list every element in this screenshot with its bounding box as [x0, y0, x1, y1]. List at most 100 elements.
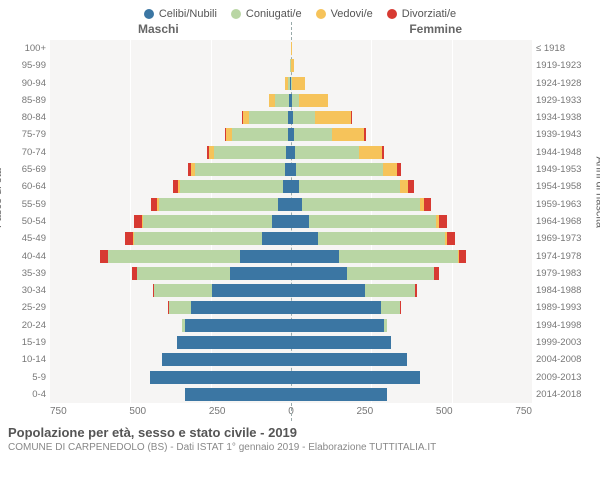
bar-segment: [364, 128, 366, 141]
bar-row: [50, 92, 532, 109]
y-tick-year: 1964-1968: [536, 213, 592, 230]
y-tick-year: 1974-1978: [536, 248, 592, 265]
bar-segment: [162, 353, 291, 366]
bar-segment: [318, 232, 445, 245]
bar-segment: [191, 301, 291, 314]
bar-segment: [283, 180, 291, 193]
bar-row: [50, 334, 532, 351]
bar-segment: [332, 128, 364, 141]
y-tick-year: 1954-1958: [536, 178, 592, 195]
bar-segment: [291, 336, 391, 349]
bar-row: [50, 265, 532, 282]
x-tick: 250: [209, 406, 226, 417]
bar-row: [50, 196, 532, 213]
legend-item: Vedovi/e: [316, 8, 373, 20]
x-tick: 750: [515, 406, 532, 417]
y-tick-age: 25-29: [8, 299, 46, 316]
bar-segment: [351, 111, 352, 124]
bar-row: [50, 299, 532, 316]
bar-segment: [150, 371, 291, 384]
y-tick-year: 2014-2018: [536, 386, 592, 403]
bar-segment: [169, 301, 191, 314]
female-label: Femmine: [409, 22, 462, 36]
y-tick-age: 90-94: [8, 75, 46, 92]
y-tick-year: 1939-1943: [536, 126, 592, 143]
bar-segment: [291, 215, 309, 228]
y-tick-age: 5-9: [8, 369, 46, 386]
bar-segment: [278, 198, 291, 211]
y-tick-year: 1929-1933: [536, 92, 592, 109]
bar-segment: [137, 267, 230, 280]
bar-segment: [434, 267, 439, 280]
y-tick-age: 45-49: [8, 230, 46, 247]
bar-segment: [293, 111, 315, 124]
y-tick-age: 70-74: [8, 144, 46, 161]
bar-segment: [230, 267, 291, 280]
bar-segment: [309, 215, 436, 228]
legend-label: Coniugati/e: [246, 8, 302, 20]
bar-row: [50, 369, 532, 386]
chart-title: Popolazione per età, sesso e stato civil…: [8, 425, 592, 440]
bar-segment: [195, 163, 285, 176]
bar-segment: [424, 198, 431, 211]
bar-segment: [294, 128, 333, 141]
chart-subtitle: COMUNE DI CARPENEDOLO (BS) - Dati ISTAT …: [8, 442, 592, 453]
plot-area: [50, 40, 532, 403]
bar-segment: [365, 284, 415, 297]
y-axis-years: ≤ 19181919-19231924-19281929-19331934-19…: [532, 40, 592, 403]
bar-segment: [108, 250, 240, 263]
y-tick-year: ≤ 1918: [536, 40, 592, 57]
bar-segment: [382, 146, 385, 159]
y-tick-age: 80-84: [8, 109, 46, 126]
population-pyramid-chart: Celibi/NubiliConiugati/eVedovi/eDivorzia…: [0, 0, 600, 500]
y-tick-year: 1959-1963: [536, 196, 592, 213]
bar-segment: [275, 94, 289, 107]
y-tick-age: 20-24: [8, 317, 46, 334]
y-tick-age: 40-44: [8, 248, 46, 265]
y-tick-age: 100+: [8, 40, 46, 57]
bar-segment: [400, 180, 408, 193]
x-axis: 7505002500250500750: [8, 406, 592, 417]
bar-segment: [214, 146, 286, 159]
x-tick: 750: [50, 406, 67, 417]
y-tick-age: 95-99: [8, 57, 46, 74]
y-tick-year: 1994-1998: [536, 317, 592, 334]
y-tick-year: 1944-1948: [536, 144, 592, 161]
bar-segment: [291, 198, 302, 211]
y-tick-year: 1999-2003: [536, 334, 592, 351]
bar-segment: [291, 388, 387, 401]
y-tick-age: 15-19: [8, 334, 46, 351]
bar-segment: [185, 388, 291, 401]
legend-swatch: [316, 9, 326, 19]
y-tick-year: 1989-1993: [536, 299, 592, 316]
bar-segment: [100, 250, 108, 263]
bar-row: [50, 144, 532, 161]
bar-segment: [296, 163, 383, 176]
bar-row: [50, 282, 532, 299]
y-axis-left-title: Fasce di età: [0, 168, 4, 228]
y-tick-age: 55-59: [8, 196, 46, 213]
bar-segment: [291, 301, 381, 314]
bar-row: [50, 386, 532, 403]
bar-row: [50, 248, 532, 265]
y-tick-age: 35-39: [8, 265, 46, 282]
y-tick-age: 50-54: [8, 213, 46, 230]
bar-segment: [262, 232, 291, 245]
bar-segment: [347, 267, 434, 280]
bar-segment: [291, 180, 299, 193]
x-tick: 500: [436, 406, 453, 417]
bar-segment: [125, 232, 133, 245]
bar-segment: [291, 267, 347, 280]
bar-segment: [291, 59, 294, 72]
y-tick-age: 65-69: [8, 161, 46, 178]
bar-segment: [134, 215, 142, 228]
bar-segment: [240, 250, 291, 263]
bar-segment: [439, 215, 447, 228]
legend-swatch: [231, 9, 241, 19]
legend-swatch: [144, 9, 154, 19]
gender-labels: Maschi Femmine: [8, 22, 592, 40]
bar-row: [50, 178, 532, 195]
bar-segment: [415, 284, 417, 297]
bar-segment: [302, 198, 419, 211]
bar-segment: [212, 284, 291, 297]
